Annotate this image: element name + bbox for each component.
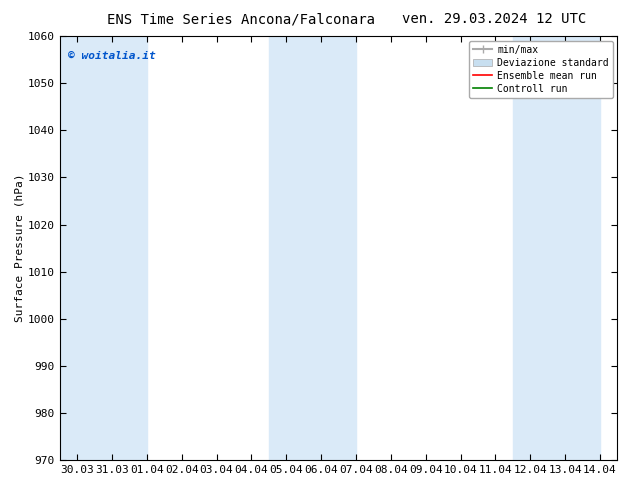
Text: ven. 29.03.2024 12 UTC: ven. 29.03.2024 12 UTC [403, 12, 586, 26]
Text: ENS Time Series Ancona/Falconara: ENS Time Series Ancona/Falconara [107, 12, 375, 26]
Bar [548, 36, 600, 460]
Bar [94, 36, 147, 460]
Bar [513, 36, 565, 460]
Legend: min/max, Deviazione standard, Ensemble mean run, Controll run: min/max, Deviazione standard, Ensemble m… [469, 41, 612, 98]
Text: © woitalia.it: © woitalia.it [68, 51, 156, 61]
Bar [60, 36, 112, 460]
Bar [269, 36, 321, 460]
Y-axis label: Surface Pressure (hPa): Surface Pressure (hPa) [15, 174, 25, 322]
Bar [304, 36, 356, 460]
